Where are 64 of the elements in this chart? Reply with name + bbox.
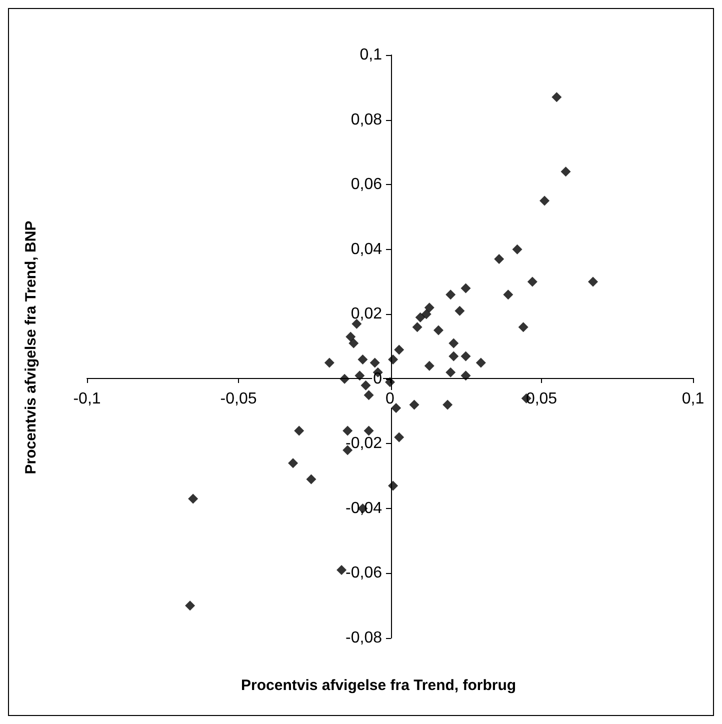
point <box>460 351 471 362</box>
point <box>588 276 598 287</box>
y-tick-label: -0,08 <box>346 630 382 646</box>
point <box>336 564 347 575</box>
y-tick-label: -0,06 <box>346 564 382 582</box>
point <box>433 325 444 336</box>
x-tick-label: 0,1 <box>682 390 704 408</box>
y-axis-title: Procentvis afvigelse fra Trend, BNP <box>22 220 40 474</box>
x-tick-label: 0 <box>386 390 395 408</box>
point <box>394 432 404 442</box>
point <box>346 332 356 342</box>
point <box>518 322 528 332</box>
point <box>460 283 471 294</box>
point <box>306 474 316 484</box>
y-tick-label: 0,08 <box>350 111 382 128</box>
point <box>446 290 456 300</box>
point <box>494 254 504 264</box>
point <box>288 458 298 468</box>
point <box>512 244 522 254</box>
point <box>342 426 353 436</box>
point <box>385 377 395 388</box>
point <box>354 370 365 381</box>
x-axis-title: Procentvis afvigelse fra Trend, forbrug <box>241 677 516 694</box>
point <box>358 354 368 364</box>
point <box>388 480 398 491</box>
x-tick-label: -0,05 <box>220 390 257 408</box>
point <box>476 358 486 368</box>
point <box>552 92 562 102</box>
point <box>421 309 432 320</box>
point <box>446 367 456 378</box>
point <box>448 338 459 348</box>
point <box>460 370 471 381</box>
y-tick-label: 0 <box>373 370 382 388</box>
point <box>364 426 374 436</box>
point <box>348 338 359 348</box>
y-tick-label: 0,02 <box>350 306 382 323</box>
point <box>394 344 404 355</box>
point <box>391 403 402 414</box>
point <box>185 600 196 611</box>
y-tick-label: 0,04 <box>350 240 382 258</box>
point <box>324 358 334 368</box>
point <box>424 360 434 371</box>
point <box>503 290 514 300</box>
point <box>415 312 426 322</box>
point <box>370 358 380 368</box>
point <box>527 276 538 287</box>
point <box>340 374 350 384</box>
point <box>560 166 571 177</box>
point <box>409 400 420 410</box>
point <box>188 494 198 504</box>
point <box>454 306 465 316</box>
y-tick-label: 0,1 <box>360 46 382 64</box>
point <box>388 354 398 364</box>
x-tick-label: -0,1 <box>73 390 101 408</box>
y-tick-label: 0,06 <box>350 176 382 194</box>
y-tick-label: -0,02 <box>346 435 382 452</box>
point <box>424 302 434 313</box>
point <box>294 426 304 436</box>
point <box>412 322 422 332</box>
point <box>364 390 374 400</box>
point <box>442 400 453 410</box>
point <box>360 380 371 390</box>
point <box>448 351 459 362</box>
point <box>540 196 550 206</box>
